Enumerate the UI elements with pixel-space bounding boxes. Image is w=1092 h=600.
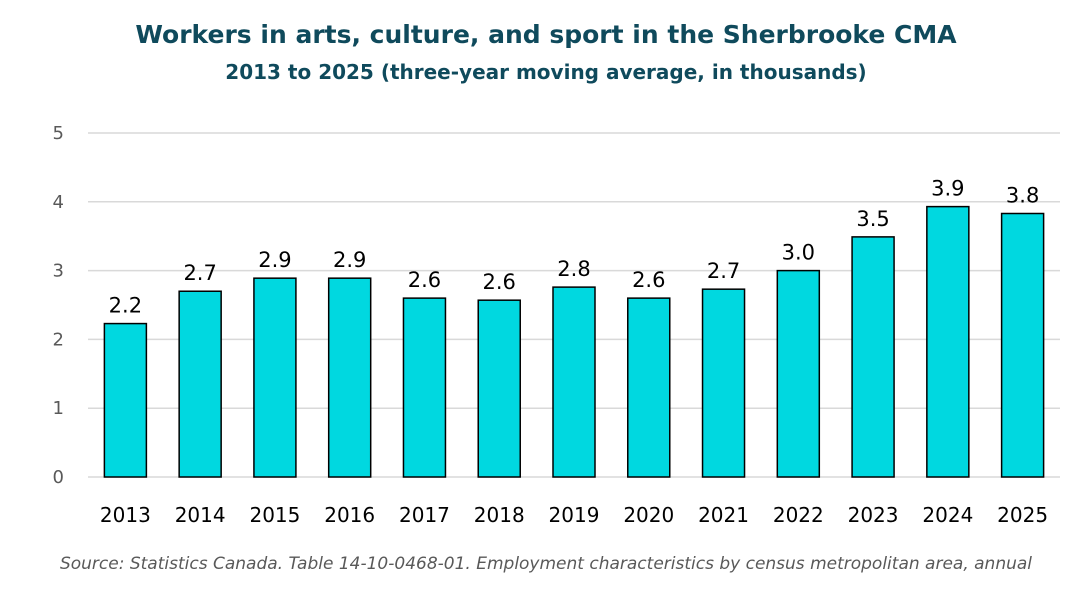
x-tick-label: 2018 <box>474 503 525 527</box>
data-label: 2.8 <box>557 257 590 281</box>
bar-2013 <box>103 322 148 478</box>
y-tick-label: 2 <box>53 329 64 350</box>
data-label: 3.9 <box>931 177 964 201</box>
data-label: 2.7 <box>183 261 216 285</box>
data-label: 2.9 <box>258 248 291 272</box>
y-tick-label: 3 <box>53 261 64 282</box>
data-label: 2.2 <box>109 294 142 318</box>
bar-2023 <box>851 236 895 478</box>
x-tick-label: 2019 <box>549 503 600 527</box>
y-tick-label: 1 <box>53 398 64 419</box>
bar-2024 <box>926 205 970 478</box>
x-tick-label: 2025 <box>997 503 1048 527</box>
bar-2025 <box>1000 212 1045 478</box>
bar-2021 <box>701 288 746 478</box>
x-tick-label: 2023 <box>848 503 899 527</box>
data-label: 2.6 <box>408 268 441 292</box>
x-tick-label: 2014 <box>175 503 226 527</box>
x-tick-label: 2020 <box>623 503 674 527</box>
y-tick-label: 4 <box>53 192 64 213</box>
x-tick-label: 2017 <box>399 503 450 527</box>
bar-2020 <box>627 297 671 478</box>
source-note: Source: Statistics Canada. Table 14-10-0… <box>59 554 1033 574</box>
data-label: 3.5 <box>856 207 889 231</box>
bar-2018 <box>477 299 521 478</box>
y-tick-label: 0 <box>53 467 64 488</box>
x-tick-label: 2022 <box>773 503 824 527</box>
data-label: 3.0 <box>782 241 815 265</box>
chart-subtitle: 2013 to 2025 (three-year moving average,… <box>225 60 867 84</box>
x-tick-label: 2013 <box>100 503 151 527</box>
bar-2015 <box>253 277 297 478</box>
bar-2016 <box>327 277 372 478</box>
x-tick-label: 2024 <box>922 503 973 527</box>
x-tick-label: 2015 <box>249 503 300 527</box>
y-tick-label: 5 <box>53 123 64 144</box>
data-label: 2.7 <box>707 259 740 283</box>
data-label: 2.6 <box>632 268 665 292</box>
bar-2022 <box>776 269 821 478</box>
chart-title: Workers in arts, culture, and sport in t… <box>135 20 957 49</box>
bar-2017 <box>402 297 447 478</box>
data-label: 2.6 <box>483 270 516 294</box>
data-label: 3.8 <box>1006 183 1039 207</box>
bar-2014 <box>178 290 222 478</box>
x-tick-label: 2021 <box>698 503 749 527</box>
x-tick-label: 2016 <box>324 503 375 527</box>
bar-2019 <box>552 286 596 478</box>
data-label: 2.9 <box>333 248 366 272</box>
